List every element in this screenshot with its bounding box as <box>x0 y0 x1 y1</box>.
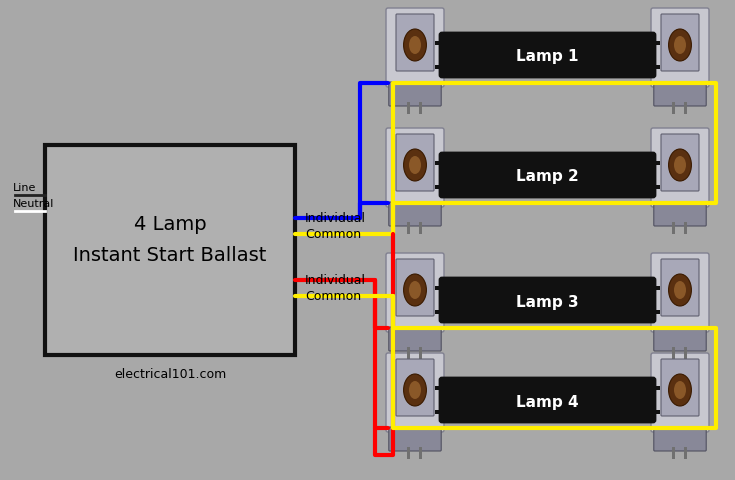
Bar <box>673 222 675 234</box>
FancyBboxPatch shape <box>654 82 706 106</box>
Ellipse shape <box>674 156 686 174</box>
Text: Lamp 4: Lamp 4 <box>516 395 578 409</box>
Bar <box>684 102 687 114</box>
FancyBboxPatch shape <box>661 259 699 316</box>
FancyBboxPatch shape <box>386 353 444 432</box>
Bar <box>435 386 441 390</box>
Text: Neutral: Neutral <box>13 199 54 209</box>
Bar <box>684 347 687 359</box>
FancyBboxPatch shape <box>396 14 434 71</box>
Bar <box>435 41 441 45</box>
Bar <box>435 286 441 290</box>
Text: Individual: Individual <box>305 274 366 287</box>
FancyBboxPatch shape <box>651 253 709 332</box>
Ellipse shape <box>409 381 421 399</box>
Ellipse shape <box>404 274 426 306</box>
Bar <box>654 161 660 165</box>
Bar <box>435 310 441 314</box>
Bar <box>673 347 675 359</box>
Bar <box>420 102 423 114</box>
Bar <box>435 185 441 189</box>
FancyBboxPatch shape <box>386 128 444 207</box>
FancyBboxPatch shape <box>389 327 441 351</box>
Text: Common: Common <box>305 289 361 302</box>
Bar <box>673 102 675 114</box>
FancyBboxPatch shape <box>45 145 295 355</box>
Ellipse shape <box>404 29 426 61</box>
Text: Lamp 1: Lamp 1 <box>516 49 578 64</box>
Bar <box>420 347 423 359</box>
Bar <box>684 222 687 234</box>
Text: Lamp 3: Lamp 3 <box>516 295 578 310</box>
Ellipse shape <box>409 36 421 54</box>
Ellipse shape <box>409 156 421 174</box>
FancyBboxPatch shape <box>661 14 699 71</box>
FancyBboxPatch shape <box>440 378 655 422</box>
FancyBboxPatch shape <box>654 327 706 351</box>
FancyBboxPatch shape <box>661 134 699 191</box>
Bar <box>673 447 675 459</box>
FancyBboxPatch shape <box>654 202 706 226</box>
Bar <box>654 41 660 45</box>
Bar <box>435 410 441 414</box>
Bar <box>420 222 423 234</box>
FancyBboxPatch shape <box>651 128 709 207</box>
Bar <box>654 185 660 189</box>
Ellipse shape <box>674 36 686 54</box>
Ellipse shape <box>409 281 421 299</box>
FancyBboxPatch shape <box>389 427 441 451</box>
Ellipse shape <box>404 149 426 181</box>
Text: Line: Line <box>13 183 36 193</box>
FancyBboxPatch shape <box>389 82 441 106</box>
Text: Lamp 2: Lamp 2 <box>516 169 579 184</box>
FancyBboxPatch shape <box>651 8 709 87</box>
Ellipse shape <box>404 374 426 406</box>
Bar <box>407 102 411 114</box>
FancyBboxPatch shape <box>396 134 434 191</box>
Bar <box>407 447 411 459</box>
FancyBboxPatch shape <box>654 427 706 451</box>
Bar <box>654 410 660 414</box>
FancyBboxPatch shape <box>389 202 441 226</box>
Bar <box>407 222 411 234</box>
FancyBboxPatch shape <box>661 359 699 416</box>
Ellipse shape <box>669 29 692 61</box>
Bar <box>654 310 660 314</box>
Bar <box>654 286 660 290</box>
Ellipse shape <box>674 381 686 399</box>
Bar <box>435 161 441 165</box>
Bar <box>654 386 660 390</box>
Ellipse shape <box>669 149 692 181</box>
FancyBboxPatch shape <box>396 259 434 316</box>
Text: Common: Common <box>305 228 361 240</box>
Bar <box>654 65 660 69</box>
Bar <box>435 65 441 69</box>
Ellipse shape <box>669 274 692 306</box>
FancyBboxPatch shape <box>651 353 709 432</box>
FancyBboxPatch shape <box>386 253 444 332</box>
Text: Individual: Individual <box>305 212 366 225</box>
Bar <box>420 447 423 459</box>
FancyBboxPatch shape <box>440 33 655 77</box>
Ellipse shape <box>674 281 686 299</box>
Text: electrical101.com: electrical101.com <box>114 368 226 381</box>
Ellipse shape <box>669 374 692 406</box>
Text: 4 Lamp
Instant Start Ballast: 4 Lamp Instant Start Ballast <box>74 215 267 265</box>
FancyBboxPatch shape <box>386 8 444 87</box>
FancyBboxPatch shape <box>440 153 655 197</box>
FancyBboxPatch shape <box>396 359 434 416</box>
Bar <box>407 347 411 359</box>
FancyBboxPatch shape <box>440 278 655 322</box>
Bar <box>684 447 687 459</box>
